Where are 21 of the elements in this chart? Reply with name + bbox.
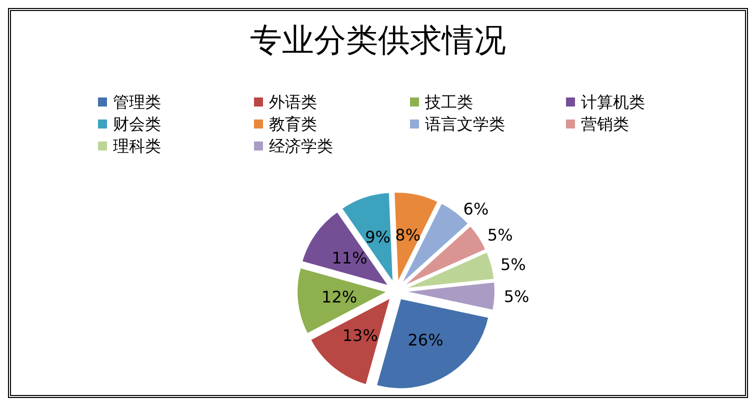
data-label: 6% (463, 199, 489, 218)
legend-label: 技工类 (424, 92, 473, 112)
data-label: 8% (395, 226, 421, 245)
data-label: 5% (487, 225, 513, 244)
data-label: 5% (504, 286, 530, 306)
legend-label: 管理类 (113, 92, 161, 112)
data-label: 11% (332, 248, 368, 268)
legend-label: 语言文学类 (425, 114, 505, 134)
legend-label: 外语类 (269, 92, 317, 112)
legend-label: 财会类 (113, 114, 161, 134)
data-label: 12% (322, 287, 358, 306)
legend-label: 经济学类 (269, 136, 333, 156)
data-label: 26% (408, 330, 444, 350)
legend-label: 营销类 (581, 114, 629, 134)
data-label: 5% (500, 254, 526, 274)
data-label: 9% (365, 227, 391, 246)
chart-title: 专业分类供求情况 (250, 21, 506, 59)
legend-label: 计算机类 (581, 92, 645, 112)
legend-label: 教育类 (269, 114, 317, 134)
legend-label: 理科类 (113, 136, 161, 156)
data-label: 13% (342, 326, 378, 345)
